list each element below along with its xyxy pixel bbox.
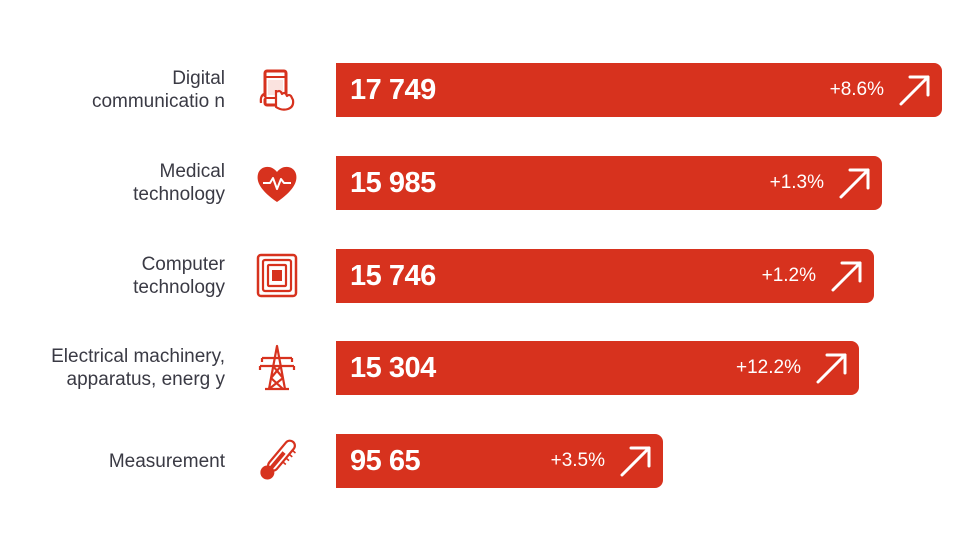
smartphone-touch-icon (252, 63, 302, 117)
category-label: Measurement (109, 434, 225, 488)
bar-row: Computer technology 15 746 +1.2% (0, 249, 979, 303)
bar: 15 985 +1.3% (336, 156, 882, 210)
category-label-line: Computer (141, 254, 225, 275)
value-label: 95 65 (350, 445, 421, 477)
bar-row: Digital communicatio n 17 749 +8.6% (0, 63, 979, 117)
arrow-up-right-icon (816, 353, 847, 384)
bar: 17 749 +8.6% (336, 63, 942, 117)
category-label-line: Electrical machinery, (51, 346, 225, 367)
change-label: +3.5% (550, 450, 605, 471)
chip-icon (252, 249, 302, 303)
arrow-up-right-icon (839, 168, 870, 199)
arrow-up-right-icon (899, 75, 930, 106)
change-label: +8.6% (829, 79, 884, 100)
category-label-line: Digital (172, 68, 225, 89)
heart-pulse-icon (252, 156, 302, 210)
bar: 15 746 +1.2% (336, 249, 874, 303)
bar: 15 304 +12.2% (336, 341, 859, 395)
category-label-line: Measurement (108, 450, 225, 472)
bar-row: Medical technology 15 985 +1.3% (0, 156, 979, 210)
bar: 95 65 +3.5% (336, 434, 663, 488)
category-label-line: technology (133, 184, 225, 205)
bar-row: Electrical machinery, apparatus, energ y 1… (0, 341, 979, 395)
category-label-line: communicatio n (91, 91, 225, 112)
bar-row: Measurement 95 65 +3.5% (0, 434, 979, 488)
arrow-up-right-icon (831, 261, 862, 292)
category-label: Medical technology (133, 156, 225, 210)
power-pylon-icon (252, 341, 302, 395)
change-label: +12.2% (736, 357, 801, 378)
category-label: Computer technology (133, 249, 225, 303)
category-label: Digital communicatio n (92, 63, 225, 117)
change-label: +1.2% (761, 265, 816, 286)
category-label-line: apparatus, energ y (66, 369, 225, 390)
value-label: 15 985 (350, 167, 436, 199)
category-label: Electrical machinery, apparatus, energ y (51, 341, 225, 395)
value-label: 15 304 (350, 352, 436, 384)
value-label: 17 749 (350, 74, 436, 106)
change-label: +1.3% (769, 172, 824, 193)
category-label-line: Medical (159, 161, 225, 182)
thermometer-icon (252, 434, 302, 488)
arrow-up-right-icon (620, 446, 651, 477)
category-label-line: technology (133, 277, 225, 298)
value-label: 15 746 (350, 260, 436, 292)
